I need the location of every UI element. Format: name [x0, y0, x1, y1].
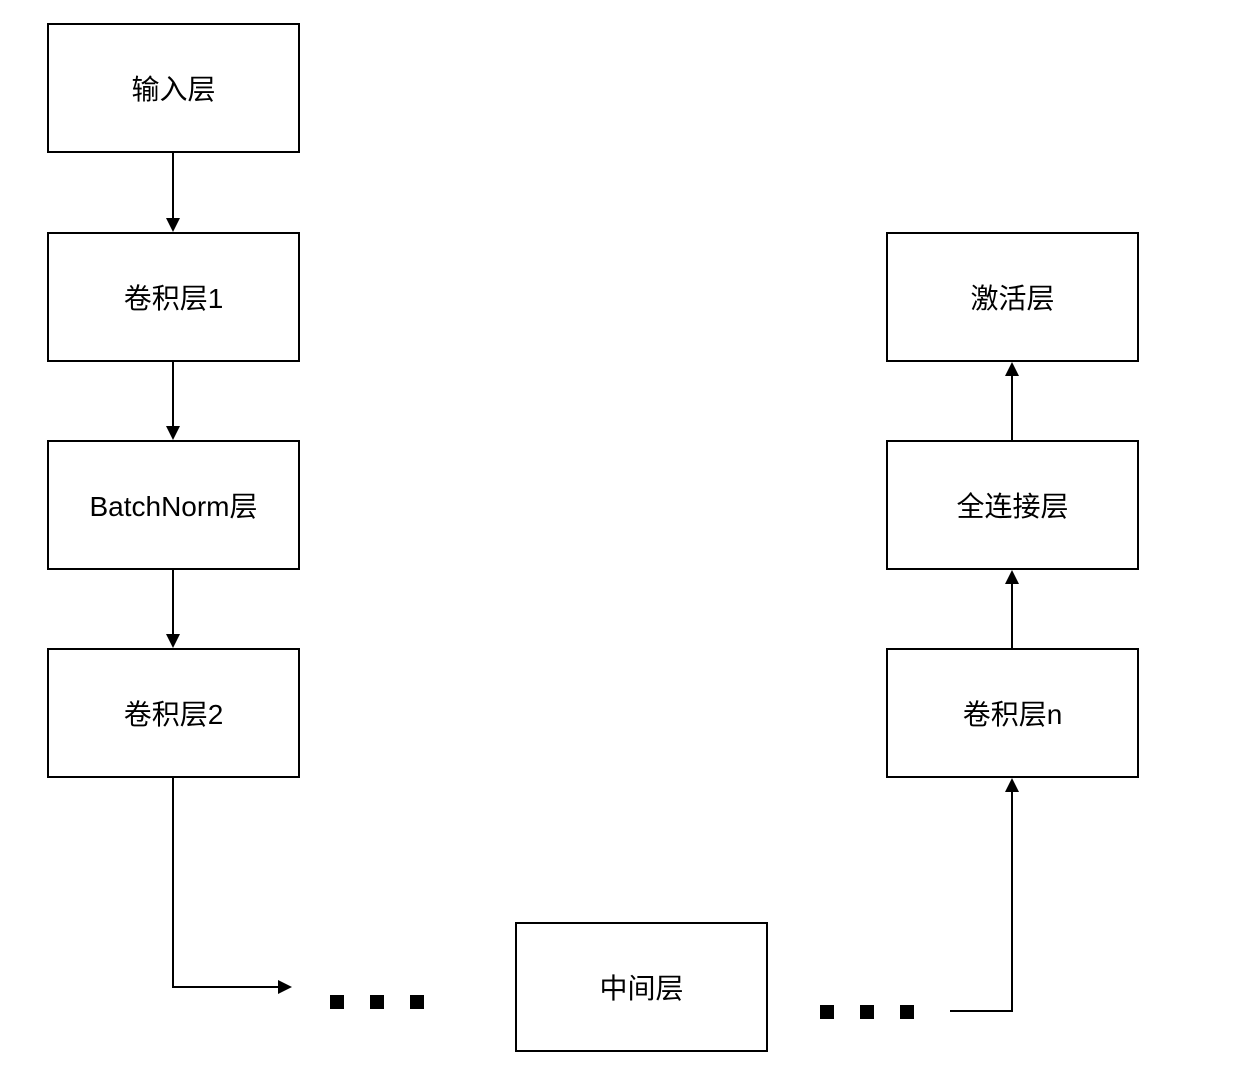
node-conv1: 卷积层1	[47, 232, 300, 362]
arrow-head-batchnorm-conv2	[166, 634, 180, 648]
arrow-convn-fc	[1011, 582, 1013, 648]
ellipsis-right-dot-3	[900, 1005, 914, 1019]
node-conv2-label: 卷积层2	[124, 693, 224, 733]
node-input-label: 输入层	[131, 68, 215, 108]
arrow-conv2-elbow-h	[172, 986, 282, 988]
node-middle: 中间层	[515, 922, 768, 1052]
node-middle-label: 中间层	[599, 967, 683, 1007]
node-fc: 全连接层	[886, 440, 1139, 570]
arrow-head-conv1-batchnorm	[166, 426, 180, 440]
arrow-input-conv1	[172, 153, 174, 221]
node-conv1-label: 卷积层1	[124, 277, 224, 317]
ellipsis-right-dot-2	[860, 1005, 874, 1019]
arrow-head-fc-activation	[1005, 362, 1019, 376]
arrow-head-input-conv1	[166, 218, 180, 232]
node-fc-label: 全连接层	[956, 485, 1068, 525]
node-activation-label: 激活层	[970, 277, 1054, 317]
node-conv2: 卷积层2	[47, 648, 300, 778]
ellipsis-left-dot-2	[370, 995, 384, 1009]
arrow-head-dots-convn	[1005, 778, 1019, 792]
ellipsis-right-dot-1	[820, 1005, 834, 1019]
arrow-batchnorm-conv2	[172, 570, 174, 638]
ellipsis-left-dot-3	[410, 995, 424, 1009]
arrow-dots-convn-h	[950, 1010, 1013, 1012]
arrow-conv2-elbow-v	[172, 778, 174, 988]
node-batchnorm: BatchNorm层	[47, 440, 300, 570]
node-convn: 卷积层n	[886, 648, 1139, 778]
node-input: 输入层	[47, 23, 300, 153]
arrow-fc-activation	[1011, 374, 1013, 440]
arrow-head-convn-fc	[1005, 570, 1019, 584]
arrow-conv1-batchnorm	[172, 362, 174, 430]
node-activation: 激活层	[886, 232, 1139, 362]
ellipsis-left-dot-1	[330, 995, 344, 1009]
node-convn-label: 卷积层n	[963, 693, 1063, 733]
node-batchnorm-label: BatchNorm层	[89, 485, 257, 525]
arrow-dots-convn-v	[1011, 790, 1013, 1012]
arrow-head-conv2-elbow	[278, 980, 292, 994]
